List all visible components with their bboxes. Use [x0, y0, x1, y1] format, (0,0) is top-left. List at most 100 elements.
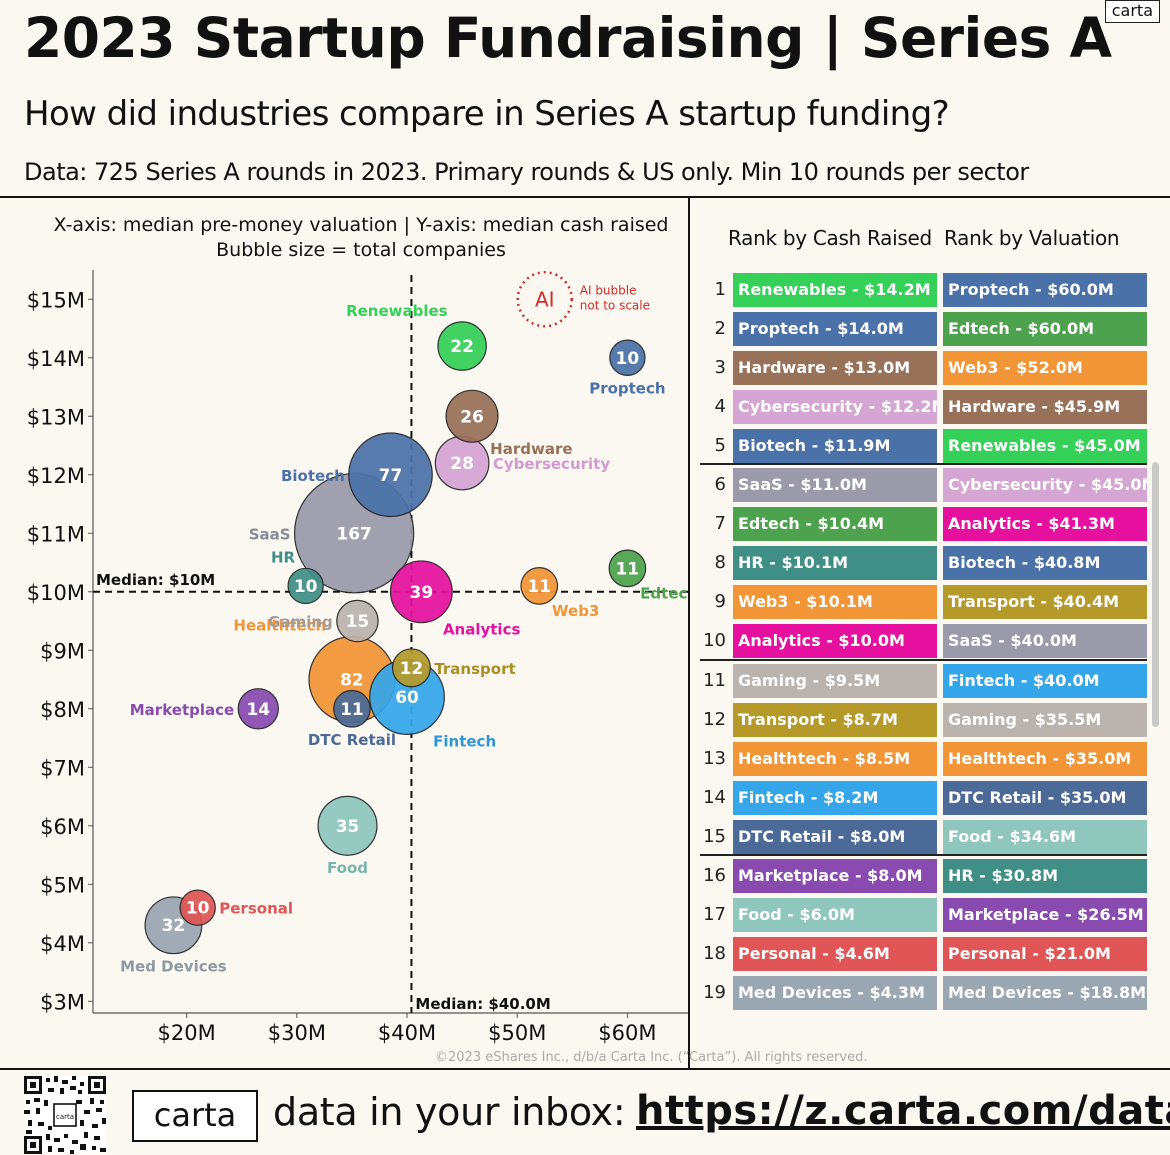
ranking-row: 14 Fintech - $8.2M DTC Retail - $35.0M	[700, 780, 1150, 817]
rank-cash-cell: Analytics - $10.0M	[733, 624, 937, 659]
sector-label: SaaS	[249, 525, 291, 543]
ranking-row: 18 Personal - $4.6M Personal - $21.0M	[700, 936, 1150, 973]
qr-code-icon[interactable]: carta	[24, 1076, 106, 1154]
group-separator	[700, 854, 1147, 856]
y-tick-label: $14M	[27, 347, 85, 371]
rank-cash-cell: Gaming - $9.5M	[733, 663, 937, 698]
ranking-row: 9 Web3 - $10.1M Transport - $40.4M	[700, 585, 1150, 621]
y-tick-label: $8M	[40, 698, 85, 722]
ranking-row: 15 DTC Retail - $8.0M Food - $34.6M	[700, 819, 1150, 856]
rank-header-valuation: Rank by Valuation	[944, 226, 1120, 250]
rank-number: 11	[703, 669, 726, 691]
bubble-transport	[391, 648, 431, 688]
rank-header-cash: Rank by Cash Raised	[728, 226, 932, 250]
rank-valuation-cell: Marketplace - $26.5M	[943, 897, 1147, 932]
sector-label: Proptech	[589, 379, 665, 397]
bubble-count: 60	[395, 688, 419, 708]
bubble-dtc-retail	[333, 689, 371, 728]
rank-number: 8	[714, 552, 726, 574]
bubble-count: 10	[616, 349, 640, 369]
rank-cash-cell: Cybersecurity - $12.2M	[733, 390, 937, 425]
rank-cash-cell: Fintech - $8.2M	[733, 780, 937, 815]
rank-cash-cell: SaaS - $11.0M	[733, 468, 937, 503]
rank-number: 15	[703, 825, 726, 847]
page-subtitle: How did industries compare in Series A s…	[24, 94, 950, 134]
x-tick-label: $30M	[268, 1021, 326, 1045]
sector-label: Food	[327, 859, 368, 877]
x-tick-label: $60M	[598, 1021, 656, 1045]
y-tick-label: $7M	[40, 756, 85, 780]
y-tick-label: $12M	[27, 464, 85, 488]
rank-valuation-cell: SaaS - $40.0M	[943, 624, 1147, 659]
y-tick-label: $3M	[40, 990, 85, 1014]
bubble-marketplace	[237, 688, 279, 730]
rank-valuation-cell: Transport - $40.4M	[943, 585, 1147, 620]
bubble-count: 28	[450, 454, 474, 474]
rank-valuation-cell: Biotech - $40.8M	[943, 546, 1147, 581]
ranking-row: 7 Edtech - $10.4M Analytics - $41.3M	[700, 507, 1150, 543]
carta-footer-logo: carta	[132, 1090, 258, 1142]
page-title: 2023 Startup Fundraising | Series A	[24, 6, 1112, 70]
ranking-row: 17 Food - $6.0M Marketplace - $26.5M	[700, 897, 1150, 934]
chart-title: X-axis: median pre-money valuation | Y-a…	[54, 214, 669, 236]
ranking-row: 12 Transport - $8.7M Gaming - $35.5M	[700, 702, 1150, 739]
bubble-web3	[520, 567, 559, 605]
cta-text: data in your inbox:	[273, 1090, 626, 1134]
rank-number: 1	[714, 279, 726, 300]
rank-valuation-cell: Gaming - $35.5M	[943, 702, 1147, 737]
rank-cash-cell: Biotech - $11.9M	[733, 429, 937, 464]
rank-valuation-cell: DTC Retail - $35.0M	[943, 780, 1147, 815]
ranking-row: 13 Healthtech - $8.5M Healthtech - $35.0M	[700, 741, 1150, 778]
bubble-count: 82	[340, 671, 364, 691]
rank-cash-cell: Transport - $8.7M	[733, 702, 937, 737]
bubble-gaming	[336, 599, 379, 643]
rank-cash-cell: Edtech - $10.4M	[733, 507, 937, 542]
x-tick-label: $20M	[158, 1021, 216, 1045]
carta-logo: carta	[1104, 0, 1160, 23]
y-tick-label: $13M	[27, 405, 85, 429]
rank-number: 10	[703, 630, 726, 652]
sector-label: Personal	[219, 900, 293, 918]
panel-divider	[688, 198, 690, 1070]
sector-label: Hardware	[490, 440, 572, 458]
chart-subtitle: Bubble size = total companies	[216, 239, 506, 261]
group-separator	[700, 659, 1147, 661]
rank-valuation-cell: Web3 - $52.0M	[943, 351, 1147, 386]
sector-label: Fintech	[433, 732, 496, 750]
rank-cash-cell: Web3 - $10.1M	[733, 585, 937, 620]
ai-bubble-outline	[516, 271, 574, 328]
rank-number: 9	[714, 591, 726, 613]
cta-link[interactable]: https://z.carta.com/data	[636, 1088, 1170, 1134]
footer-divider	[0, 1068, 1170, 1070]
bubble-count: 32	[162, 916, 186, 936]
rank-valuation-cell: Food - $34.6M	[943, 819, 1147, 854]
bubble-count: 10	[294, 577, 318, 597]
rank-cash-cell: Food - $6.0M	[733, 897, 937, 932]
rank-number: 16	[703, 864, 726, 886]
bubble-count: 11	[340, 700, 364, 720]
bubble-count: 10	[186, 899, 210, 919]
ranking-row: 6 SaaS - $11.0M Cybersecurity - $45.0M	[700, 468, 1150, 504]
rank-number: 13	[703, 747, 726, 769]
rank-cash-cell: Marketplace - $8.0M	[733, 858, 937, 893]
bubble-hr	[287, 567, 324, 605]
ranking-row: 8 HR - $10.1M Biotech - $40.8M	[700, 546, 1150, 582]
y-tick-label: $11M	[27, 522, 85, 546]
bubble-proptech	[609, 339, 646, 376]
ranking-row: 16 Marketplace - $8.0M HR - $30.8M	[700, 858, 1150, 895]
bubble-personal	[179, 889, 216, 926]
bubble-food	[317, 795, 378, 856]
sector-label: Marketplace	[130, 701, 234, 719]
sector-label: DTC Retail	[308, 731, 396, 749]
ai-note-line2: not to scale	[580, 298, 650, 312]
median-y-label: Median: $10M	[96, 571, 215, 589]
qr-logo-text: carta	[56, 1113, 74, 1121]
bubble-count: 167	[336, 524, 372, 544]
scrollbar[interactable]	[1152, 462, 1159, 727]
rank-valuation-cell: HR - $30.8M	[943, 858, 1147, 893]
rank-number: 12	[703, 708, 726, 730]
rank-cash-cell: Personal - $4.6M	[733, 936, 937, 971]
rank-cash-cell: DTC Retail - $8.0M	[733, 819, 937, 854]
sector-label: Analytics	[443, 621, 521, 639]
rank-number: 2	[714, 318, 726, 340]
